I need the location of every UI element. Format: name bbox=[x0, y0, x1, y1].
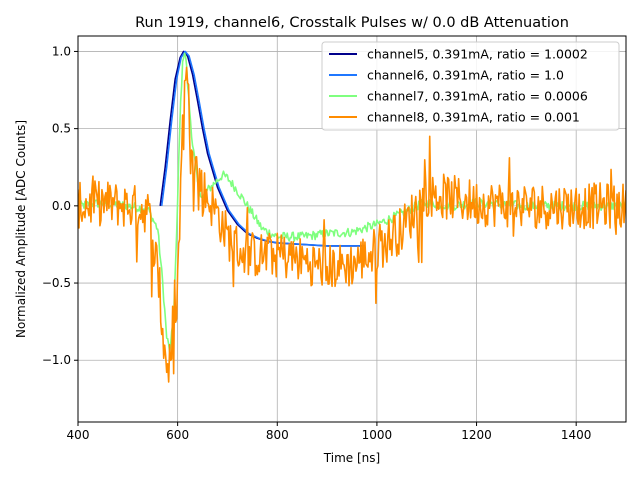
y-tick-label: 0.0 bbox=[52, 199, 71, 213]
x-tick-label: 1400 bbox=[561, 428, 592, 442]
y-tick-label: −0.5 bbox=[42, 276, 71, 290]
legend-label: channel8, 0.391mA, ratio = 0.001 bbox=[367, 110, 580, 125]
series-line-channel8 bbox=[78, 66, 626, 383]
x-tick-label: 1000 bbox=[362, 428, 393, 442]
x-axis-label: Time [ns] bbox=[323, 451, 380, 465]
legend-label: channel7, 0.391mA, ratio = 0.0006 bbox=[367, 89, 588, 104]
x-tick-label: 800 bbox=[266, 428, 289, 442]
y-axis-label: Normalized Amplitude [ADC Counts] bbox=[14, 120, 28, 338]
x-tick-label: 1200 bbox=[461, 428, 492, 442]
legend-label: channel6, 0.391mA, ratio = 1.0 bbox=[367, 68, 564, 83]
legend-label: channel5, 0.391mA, ratio = 1.0002 bbox=[367, 47, 588, 62]
y-tick-label: 1.0 bbox=[52, 44, 71, 58]
plot-frame bbox=[77, 35, 627, 423]
series-group bbox=[78, 50, 626, 383]
x-axis: 400 600 800 1000 1200 1400 bbox=[67, 422, 592, 442]
y-tick-label: 0.5 bbox=[52, 122, 71, 136]
x-tick-label: 400 bbox=[67, 428, 90, 442]
y-axis: −1.0 −0.5 0.0 0.5 1.0 bbox=[42, 44, 78, 367]
chart-title: Run 1919, channel6, Crosstalk Pulses w/ … bbox=[135, 15, 569, 31]
legend-box bbox=[321, 41, 620, 131]
y-tick-label: −1.0 bbox=[42, 353, 71, 367]
legend: channel5, 0.391mA, ratio = 1.0002 channel… bbox=[321, 41, 620, 131]
x-tick-label: 600 bbox=[166, 428, 189, 442]
